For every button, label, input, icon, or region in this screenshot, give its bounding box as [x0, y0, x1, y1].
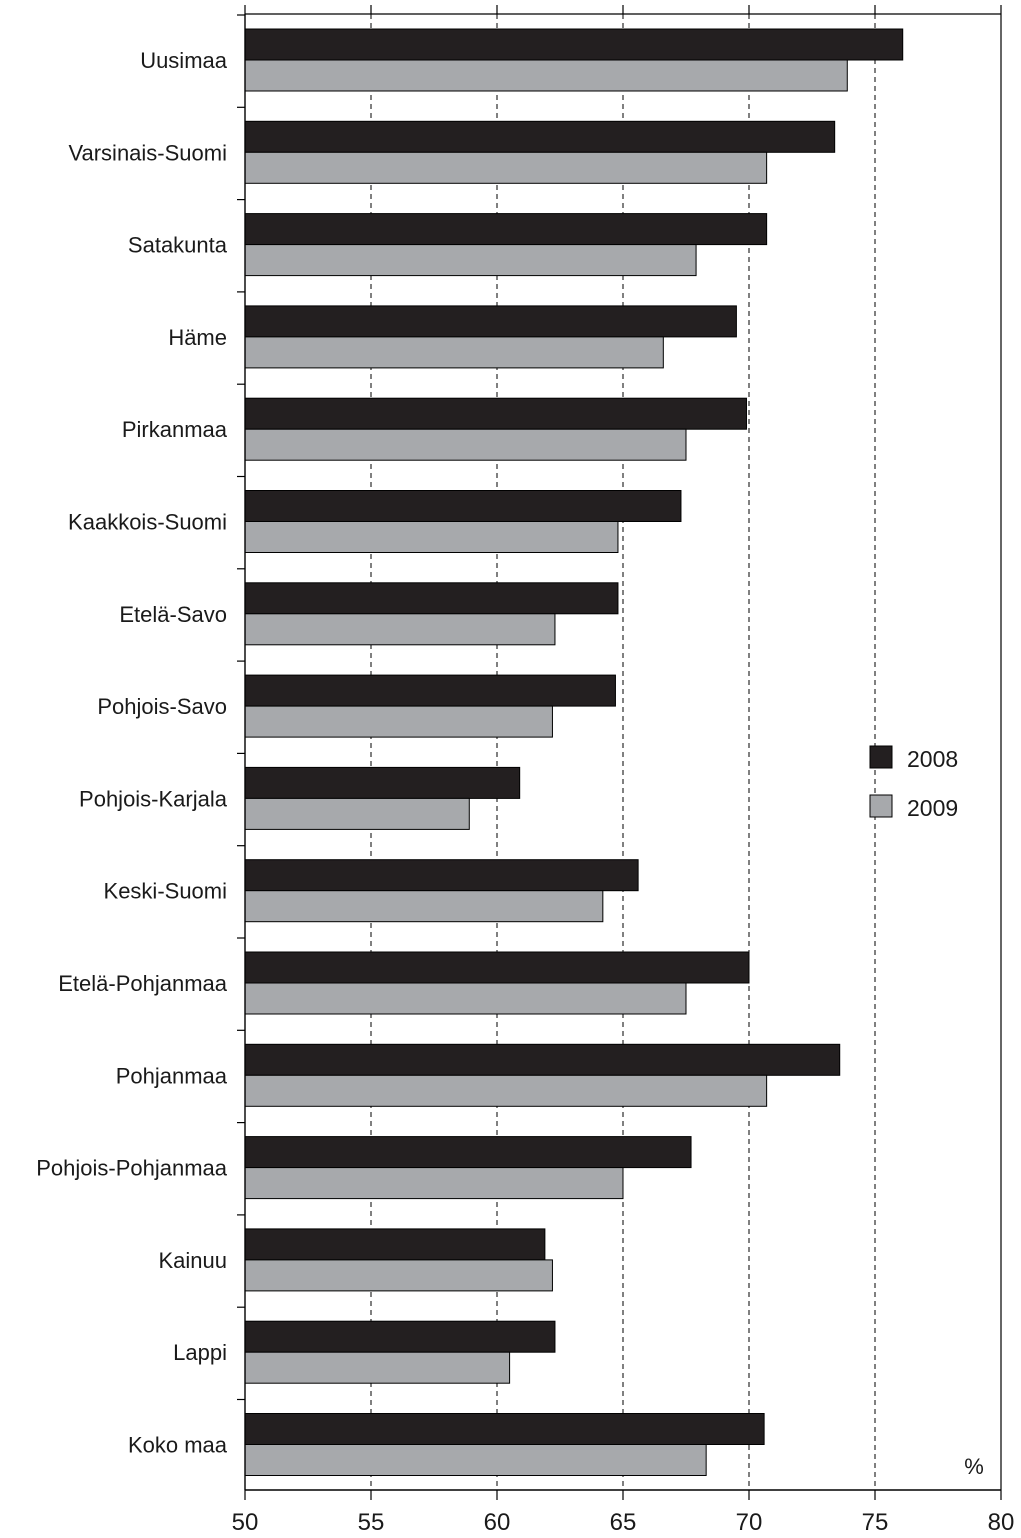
x-tick-label: 60 — [484, 1509, 511, 1536]
bar-2009 — [244, 521, 619, 553]
category-label: Kainuu — [158, 1248, 227, 1273]
bar-2008 — [244, 1043, 841, 1076]
category-label: Varsinais-Suomi — [68, 140, 227, 165]
bar-2009 — [244, 890, 604, 923]
bars — [244, 28, 904, 1476]
bar-2009 — [244, 59, 848, 92]
bar-2008 — [244, 859, 639, 892]
bar-2009 — [244, 151, 768, 184]
bar-2008 — [244, 28, 904, 61]
bar-2009 — [244, 1259, 553, 1292]
bar-2008 — [244, 120, 836, 153]
legend: 2008 2009 — [869, 745, 958, 821]
bar-2009 — [244, 982, 687, 1015]
x-tick-label: 50 — [232, 1509, 259, 1536]
x-tick-label: 65 — [610, 1509, 637, 1536]
category-label: Etelä-Savo — [119, 602, 227, 627]
category-label: Koko maa — [128, 1433, 228, 1458]
bar-2009 — [244, 1444, 707, 1476]
x-tick-label: 55 — [358, 1509, 385, 1536]
x-tick-label: 75 — [862, 1509, 889, 1536]
category-label: Kaakkois-Suomi — [68, 510, 227, 535]
category-label: Satakunta — [128, 233, 228, 258]
bar-2008 — [244, 582, 619, 615]
axes — [237, 5, 1002, 1500]
bar-2008 — [244, 674, 616, 707]
x-tick-label: 70 — [736, 1509, 763, 1536]
bar-2009 — [244, 1074, 768, 1107]
category-labels: Uusimaa Varsinais-Suomi Satakunta Häme Pirka… — [36, 48, 228, 1458]
category-label: Pohjois-Karjala — [79, 786, 228, 811]
bar-2009 — [244, 613, 556, 646]
category-label: Keski-Suomi — [104, 879, 227, 904]
legend-swatch-2008 — [869, 745, 893, 769]
bar-2008 — [244, 1320, 556, 1353]
category-label: Uusimaa — [140, 48, 228, 73]
category-label: Etelä-Pohjanmaa — [58, 971, 228, 996]
unit-label: % — [964, 1454, 984, 1479]
bar-2008 — [244, 490, 682, 522]
bar-2008 — [244, 305, 737, 338]
bar-2009 — [244, 1167, 624, 1200]
bar-2009 — [244, 428, 687, 461]
bar-2009 — [244, 336, 664, 369]
legend-label-2008: 2008 — [907, 746, 958, 772]
category-label: Pohjois-Savo — [97, 694, 227, 719]
category-label: Pohjois-Pohjanmaa — [36, 1156, 228, 1181]
bar-2009 — [244, 1351, 511, 1384]
bar-2008 — [244, 397, 747, 430]
category-label: Lappi — [173, 1340, 227, 1365]
legend-swatch-2009 — [869, 794, 893, 818]
bar-2008 — [244, 951, 750, 984]
bar-2009 — [244, 797, 470, 830]
category-label: Häme — [168, 325, 227, 350]
bar-2008 — [244, 1228, 546, 1261]
bar-2008 — [244, 1413, 765, 1445]
category-label: Pohjanmaa — [116, 1063, 228, 1088]
x-tick-label: 80 — [988, 1509, 1015, 1536]
tick-labels: 50 55 60 65 70 75 80 — [232, 1509, 1015, 1536]
bar-2009 — [244, 244, 697, 277]
bar-2009 — [244, 705, 553, 738]
category-label: Pirkanmaa — [122, 417, 228, 442]
legend-label-2009: 2009 — [907, 795, 958, 821]
bar-2008 — [244, 766, 521, 799]
bar-2008 — [244, 1136, 692, 1169]
bar-2008 — [244, 213, 768, 246]
